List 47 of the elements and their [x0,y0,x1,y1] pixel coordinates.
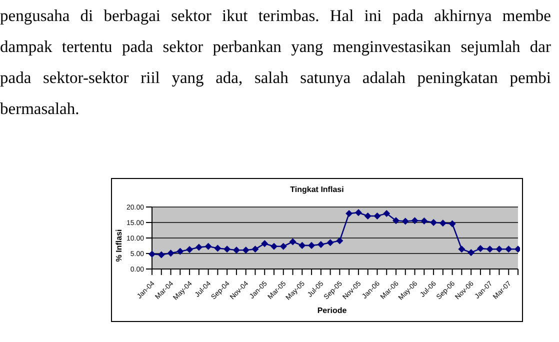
point [167,250,174,256]
point [148,250,156,258]
point [252,246,259,252]
point [196,244,202,251]
point [158,251,165,258]
point [449,220,456,228]
point [477,245,484,252]
point [468,249,474,256]
point [364,212,372,220]
point [298,242,306,249]
point [289,238,296,246]
point [505,246,512,252]
text: pengusaha di berbagai sektor ikut terimbas. Hal ini pada akhirnya membe [0,6,551,26]
point [383,210,390,217]
text: bermasalah. [0,99,80,119]
point [224,246,230,252]
point [280,243,287,250]
point [374,212,381,220]
point [318,241,324,248]
point [355,209,362,216]
point [486,246,494,252]
point [327,239,334,246]
chart-title: Tingkat Inflasi [289,185,345,194]
point [261,240,268,247]
point [346,210,352,217]
point [420,218,428,224]
point [233,246,240,254]
point [411,217,418,224]
point [402,218,409,225]
point [496,246,503,252]
point [270,243,278,250]
point [308,242,315,249]
text: pada sektor-sektor riil yang ada, salah satunya adalah peningkatan pembi [0,68,551,88]
y-axis-title: % Inflasi [114,228,124,262]
point [392,217,400,224]
point [214,244,221,252]
point [176,248,184,255]
point [336,237,343,244]
point [205,243,212,250]
x-axis-title: Periode [316,306,348,315]
point [430,219,437,226]
text: dampak tertentu pada sektor perbankan yang menginvestasikan sejumlah dar [0,37,551,57]
point [514,246,520,252]
point [458,246,465,252]
point [242,246,250,254]
point [440,220,446,226]
point [186,246,193,253]
